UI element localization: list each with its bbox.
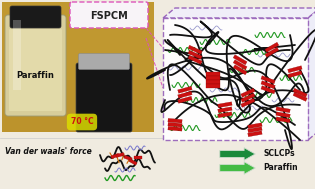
- Bar: [288, 66, 302, 73]
- Bar: [218, 102, 232, 108]
- Polygon shape: [308, 8, 315, 140]
- Polygon shape: [163, 8, 315, 18]
- Bar: [163, 18, 308, 140]
- Bar: [124, 155, 132, 161]
- Bar: [261, 86, 275, 94]
- Bar: [276, 112, 290, 118]
- Text: FSPCM: FSPCM: [90, 11, 128, 21]
- FancyBboxPatch shape: [78, 53, 129, 70]
- Bar: [261, 81, 275, 89]
- Bar: [206, 84, 220, 88]
- Text: SCLCPs: SCLCPs: [263, 149, 295, 159]
- Bar: [2, 2, 154, 132]
- FancyBboxPatch shape: [10, 6, 61, 28]
- Bar: [241, 98, 255, 107]
- Bar: [188, 50, 202, 59]
- Bar: [129, 159, 137, 165]
- Bar: [233, 55, 247, 65]
- Bar: [265, 47, 279, 57]
- Bar: [134, 156, 142, 159]
- Bar: [168, 118, 182, 123]
- Bar: [188, 55, 202, 64]
- Bar: [218, 107, 232, 113]
- Bar: [116, 153, 124, 157]
- Bar: [13, 20, 21, 90]
- Bar: [206, 72, 220, 75]
- Text: Van der waals' force: Van der waals' force: [5, 147, 92, 156]
- Bar: [248, 127, 262, 133]
- Bar: [248, 123, 262, 129]
- Bar: [293, 92, 307, 101]
- FancyArrowPatch shape: [220, 162, 255, 174]
- Bar: [248, 131, 262, 137]
- Bar: [111, 153, 119, 159]
- Bar: [178, 91, 192, 98]
- Bar: [265, 42, 279, 52]
- Bar: [241, 93, 255, 102]
- Bar: [276, 117, 290, 123]
- Bar: [178, 96, 192, 103]
- Bar: [233, 65, 247, 75]
- FancyBboxPatch shape: [9, 29, 62, 111]
- Bar: [206, 76, 220, 80]
- FancyArrowPatch shape: [220, 148, 255, 160]
- Text: 70 °C: 70 °C: [71, 118, 93, 126]
- Bar: [168, 126, 182, 131]
- FancyBboxPatch shape: [76, 63, 132, 132]
- Bar: [233, 60, 247, 70]
- FancyBboxPatch shape: [5, 15, 66, 116]
- FancyBboxPatch shape: [70, 2, 148, 28]
- Bar: [241, 88, 255, 97]
- Text: Paraffin: Paraffin: [263, 163, 298, 173]
- Bar: [293, 88, 307, 97]
- Bar: [288, 71, 302, 78]
- Bar: [188, 45, 202, 54]
- Bar: [178, 86, 192, 93]
- Bar: [206, 80, 220, 84]
- Bar: [276, 107, 290, 113]
- Bar: [261, 76, 275, 84]
- Bar: [168, 122, 182, 127]
- Text: Paraffin: Paraffin: [16, 70, 54, 80]
- Bar: [2, 80, 154, 132]
- Bar: [218, 112, 232, 118]
